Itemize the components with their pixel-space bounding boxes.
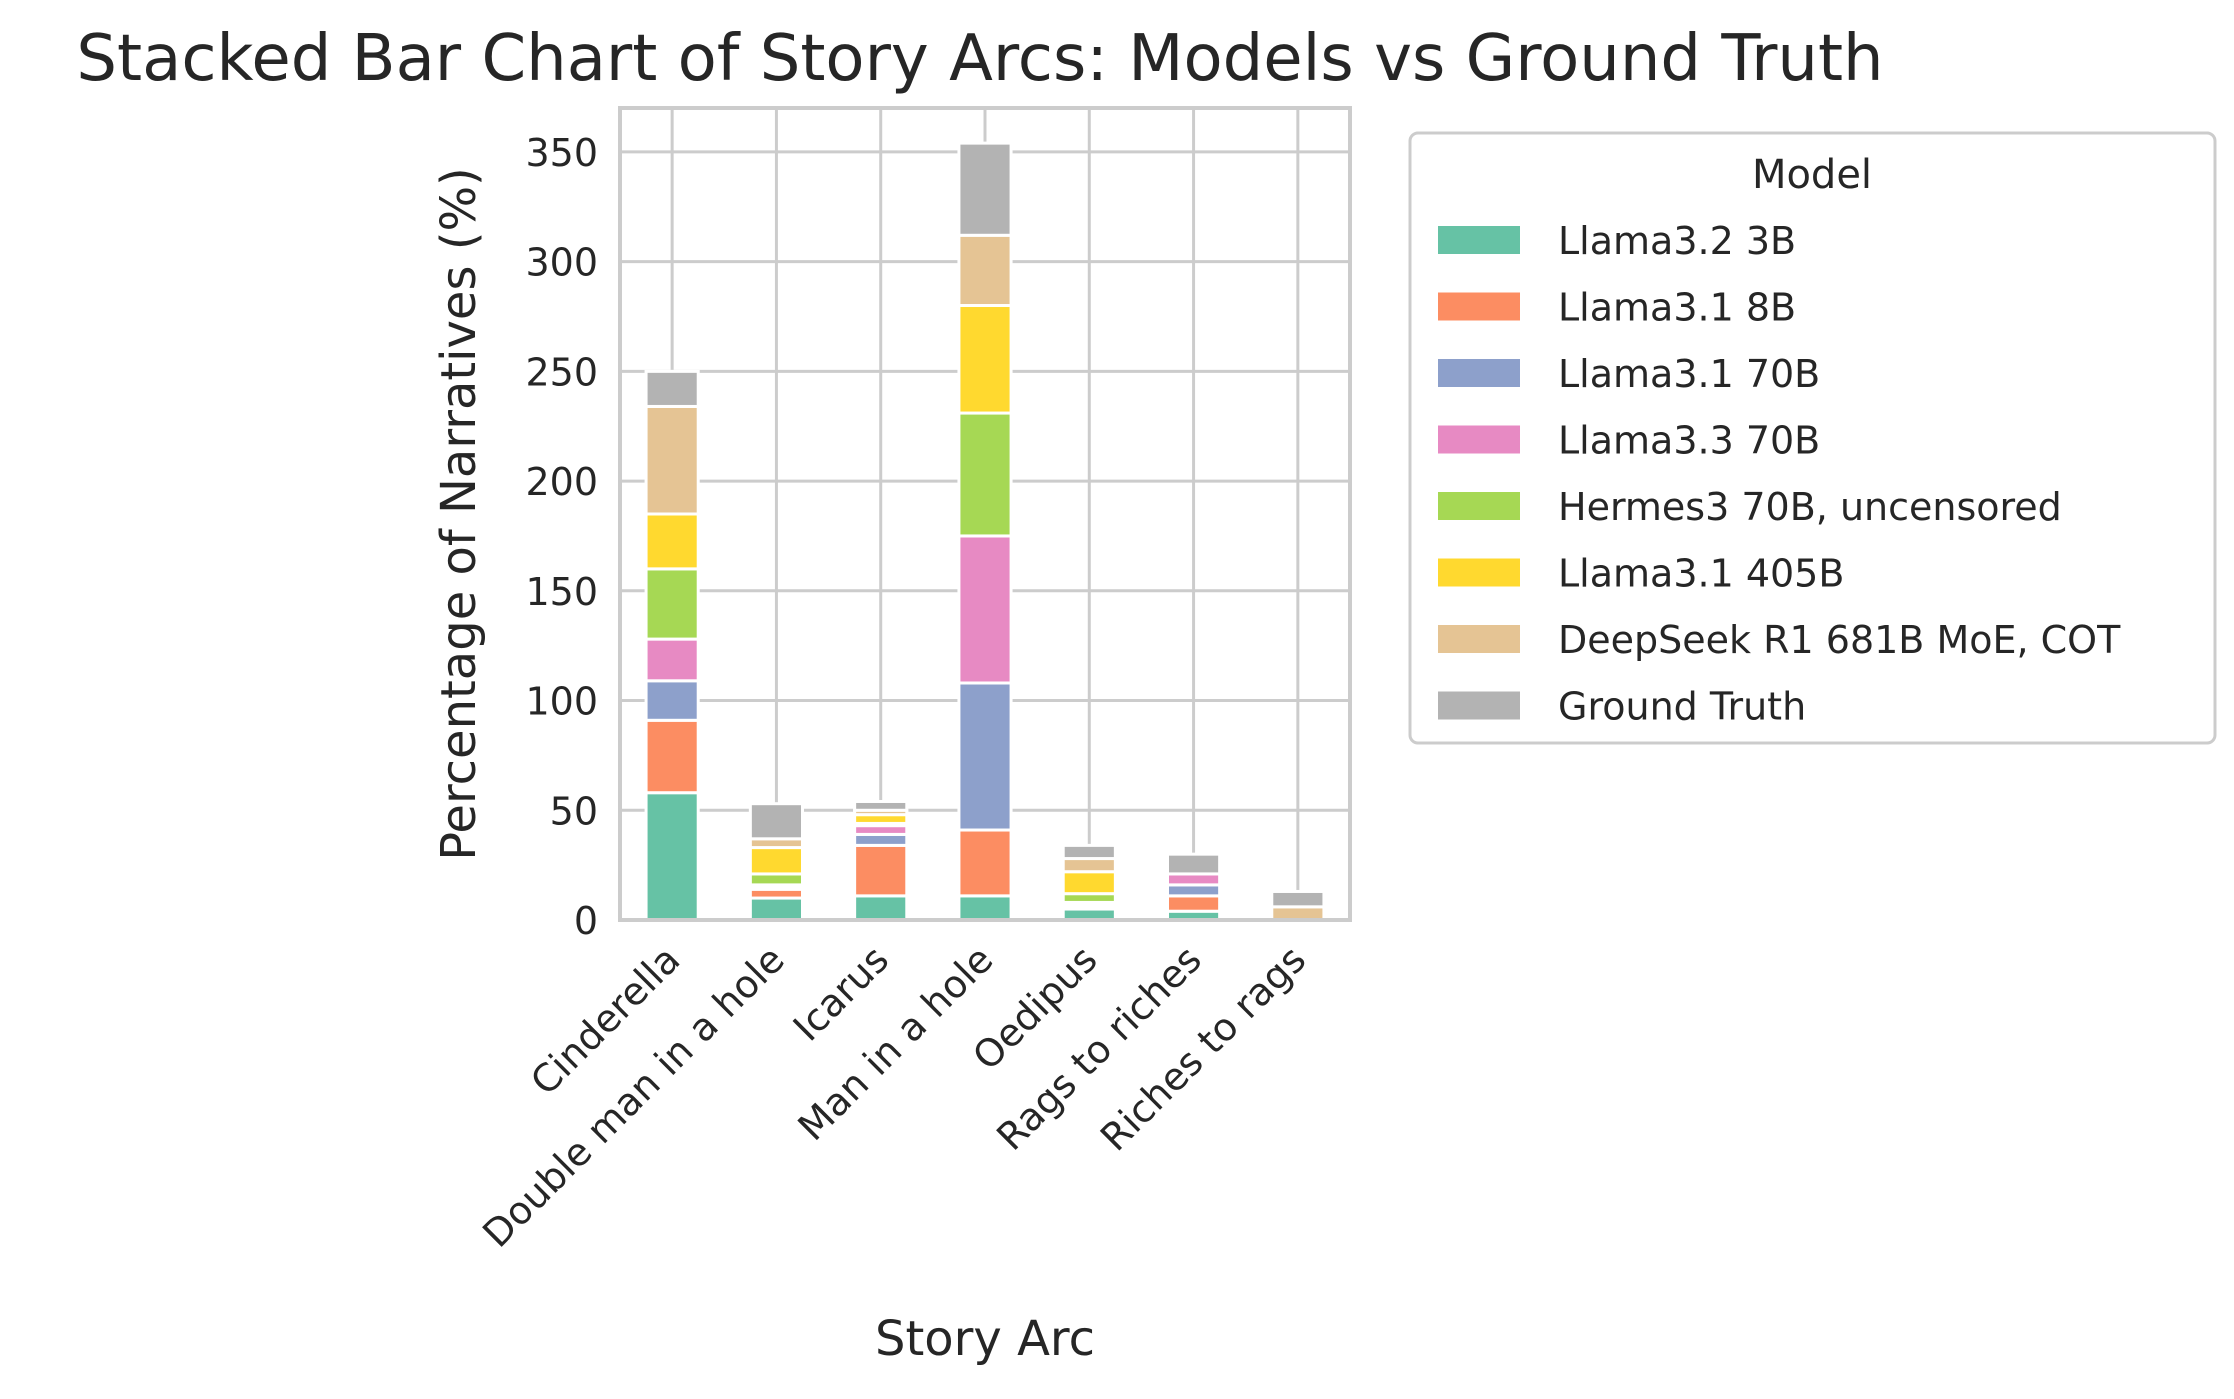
bar-segment (957, 304, 1013, 415)
y-tick-label: 50 (550, 789, 598, 833)
bar-segment (957, 411, 1013, 538)
y-tick-label: 300 (525, 241, 598, 285)
y-tick-label: 200 (525, 460, 598, 504)
legend: Model Llama3.2 3B Llama3.1 8B Llama3.1 70B… (1408, 131, 2217, 745)
bar-segment (644, 512, 700, 571)
bar-segment (957, 233, 1013, 308)
bar-segment (748, 846, 804, 876)
bar-segment (644, 679, 700, 722)
legend-swatch (1438, 425, 1520, 454)
legend-label: DeepSeek R1 681B MoE, COT (1558, 618, 2121, 662)
legend-label: Llama3.2 3B (1558, 219, 1796, 263)
bar-segment (853, 894, 909, 922)
bar-segment (957, 141, 1013, 237)
bar-segment (957, 534, 1013, 685)
bar-segment (1061, 870, 1117, 896)
y-tick-labels: 0 50 100 150 200 250 300 350 (525, 131, 598, 943)
y-tick-label: 150 (525, 570, 598, 614)
bar-segment (1166, 883, 1222, 898)
legend-swatch (1438, 558, 1520, 587)
legend-swatch (1438, 226, 1520, 254)
legend-label: Llama3.1 405B (1558, 552, 1844, 596)
bars-layer (644, 141, 1326, 922)
y-tick-label: 350 (525, 131, 598, 175)
chart-title: Stacked Bar Chart of Story Arcs: Models … (76, 22, 1883, 96)
legend-label: Ground Truth (1558, 685, 1806, 729)
bar-segment (957, 828, 1013, 898)
legend-swatch (1438, 359, 1520, 387)
bar-segment (644, 567, 700, 641)
y-axis-label: Percentage of Narratives (%) (431, 167, 487, 861)
legend-swatch (1438, 492, 1520, 520)
legend-label: Llama3.3 70B (1558, 419, 1820, 463)
legend-label: Llama3.1 70B (1558, 352, 1820, 396)
bar-segment (853, 832, 909, 847)
y-tick-label: 250 (525, 350, 598, 394)
legend-title: Model (1752, 152, 1872, 198)
bar-segment (1166, 852, 1222, 876)
bar-segment (644, 718, 700, 795)
legend-swatch (1438, 625, 1520, 653)
bar-segment (644, 369, 700, 408)
bar-segment (644, 404, 700, 516)
bar-segment (1270, 889, 1326, 909)
bar-segment (957, 894, 1013, 922)
bar-segment (1061, 857, 1117, 874)
bar-segment (1061, 843, 1117, 861)
bar-segment (644, 791, 700, 922)
y-tick-label: 0 (574, 899, 598, 943)
bar-segment (1166, 894, 1222, 913)
legend-swatch (1438, 292, 1520, 321)
bar-segment (748, 872, 804, 887)
legend-label: Llama3.1 8B (1558, 286, 1796, 330)
legend-frame (1408, 131, 2217, 745)
bar-segment (644, 637, 700, 683)
plot-frame (618, 106, 1352, 922)
bar-segment (748, 802, 804, 841)
legend-items: Llama3.2 3B Llama3.1 8B Llama3.1 70B Llama3… (1438, 219, 2121, 729)
bar-segment (1166, 872, 1222, 887)
bar-segment (853, 843, 909, 898)
bar-segment (957, 681, 1013, 832)
legend-label: Hermes3 70B, uncensored (1558, 485, 2062, 529)
x-axis-label: Story Arc (875, 1311, 1095, 1367)
bar-segment (748, 896, 804, 922)
legend-swatch (1438, 691, 1520, 720)
y-tick-label: 100 (525, 680, 598, 724)
bar-segment (853, 799, 909, 812)
